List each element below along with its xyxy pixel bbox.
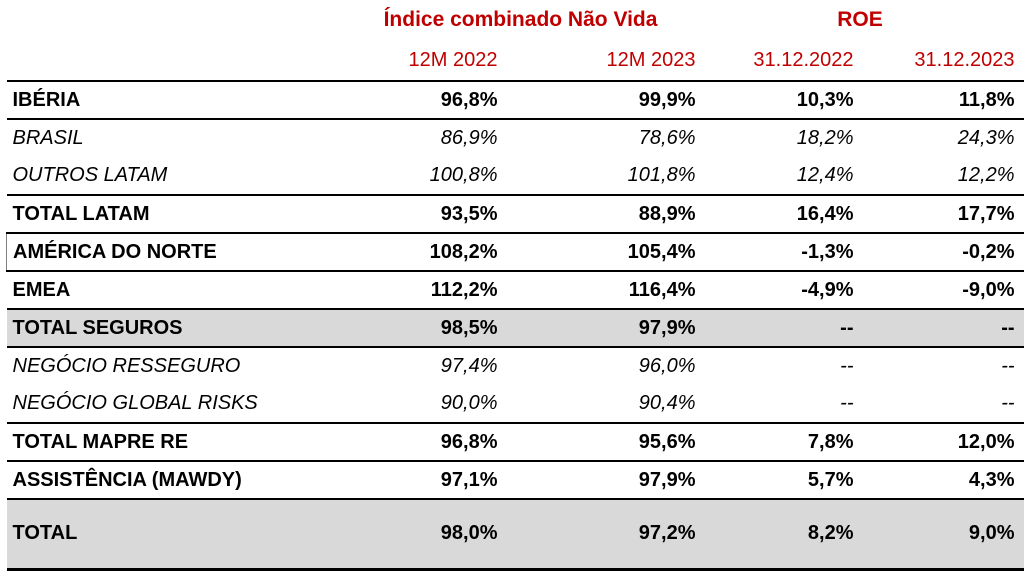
column-header-31-12-2022: 31.12.2022 [705, 40, 864, 82]
table-row: OUTROS LATAM 100,8% 101,8% 12,4% 12,2% [6, 157, 1024, 196]
cell-value: 97,9% [507, 309, 706, 348]
row-label: EMEA [6, 271, 346, 310]
table-row: AMÉRICA DO NORTE 108,2% 105,4% -1,3% -0,2% [6, 232, 1024, 272]
cell-value: 88,9% [507, 195, 706, 234]
cell-value: -- [1001, 355, 1015, 377]
table-row: ASSISTÊNCIA (MAWDY) 97,1% 97,9% 5,7% 4,3% [6, 461, 1024, 500]
cell-value: 78,6% [638, 127, 696, 149]
table-row: EMEA 112,2% 116,4% -4,9% -9,0% [6, 271, 1024, 310]
column-header-row: 12M 2022 12M 2023 31.12.2022 31.12.2023 [6, 40, 1024, 82]
cell-value: -- [863, 385, 1024, 424]
cell-value: 9,0% [863, 499, 1024, 571]
row-label: OUTROS LATAM [6, 157, 346, 196]
cell-value: 12,2% [863, 157, 1024, 196]
cell-value: 116,4% [507, 271, 706, 310]
cell-value: 108,2% [345, 232, 508, 272]
row-label: TOTAL MAPRE RE [6, 423, 346, 462]
cell-value: 97,2% [507, 499, 706, 571]
row-label: ASSISTÊNCIA (MAWDY) [6, 461, 346, 500]
cell-value: -- [705, 309, 864, 348]
cell-value: 100,8% [345, 157, 508, 196]
row-label: BRASIL [12, 127, 84, 149]
table-row: TOTAL MAPRE RE 96,8% 95,6% 7,8% 12,0% [6, 423, 1024, 462]
row-label: AMÉRICA DO NORTE [6, 232, 346, 272]
empty-label-header [6, 40, 346, 82]
table-row: TOTAL SEGUROS 98,5% 97,9% -- -- [6, 309, 1024, 348]
cell-value: 101,8% [507, 157, 706, 196]
table-body: IBÉRIA 96,8% 99,9% 10,3% 11,8% BRASIL 86,9% 78,… [6, 81, 1024, 571]
cell-value: 95,6% [507, 423, 706, 462]
cell-value: 18,2% [796, 127, 854, 149]
cell-value: -4,9% [705, 271, 864, 310]
cell-value: 7,8% [705, 423, 864, 462]
cell-value: 4,3% [863, 461, 1024, 500]
table-header: Índice combinado Não Vida ROE 12M 2022 1… [6, 0, 1024, 82]
row-label: TOTAL [6, 499, 346, 571]
row-label: NEGÓCIO RESSEGURO [12, 355, 241, 377]
cell-value: 105,4% [507, 232, 706, 272]
cell-value: 93,5% [345, 195, 508, 234]
cell-value: 96,8% [345, 423, 508, 462]
cell-value: 97,1% [345, 461, 508, 500]
table-row: IBÉRIA 96,8% 99,9% 10,3% 11,8% [6, 81, 1024, 120]
empty-corner-cell [7, 0, 346, 40]
group-header-combined-ratio: Índice combinado Não Vida [383, 8, 658, 31]
cell-value: 97,4% [440, 355, 498, 377]
table-row: NEGÓCIO RESSEGURO 97,4% 96,0% -- -- [7, 347, 1024, 385]
cell-value: 24,3% [957, 127, 1015, 149]
cell-value: -9,0% [863, 271, 1024, 310]
cell-value: 97,9% [507, 461, 706, 500]
cell-value: 12,0% [863, 423, 1024, 462]
cell-value: 98,5% [345, 309, 508, 348]
table-row: NEGÓCIO GLOBAL RISKS 90,0% 90,4% -- -- [6, 385, 1024, 424]
cell-value: 17,7% [863, 195, 1024, 234]
table-row: BRASIL 86,9% 78,6% 18,2% 24,3% [7, 119, 1024, 157]
cell-value: 90,0% [345, 385, 508, 424]
table-row: TOTAL 98,0% 97,2% 8,2% 9,0% [6, 499, 1024, 571]
cell-value: 10,3% [705, 81, 864, 120]
cell-value: -0,2% [863, 232, 1024, 272]
cell-value: 5,7% [705, 461, 864, 500]
cell-value: 96,0% [638, 355, 696, 377]
column-header-12m-2023: 12M 2023 [507, 40, 706, 82]
group-header-roe: ROE [837, 8, 883, 31]
cell-value: 8,2% [705, 499, 864, 571]
cell-value: 86,9% [440, 127, 498, 149]
cell-value: 96,8% [345, 81, 508, 120]
cell-value: 112,2% [345, 271, 508, 310]
combined-ratio-roe-table: Índice combinado Não Vida ROE 12M 2022 1… [6, 0, 1024, 571]
row-label: TOTAL SEGUROS [6, 309, 346, 348]
cell-value: -- [840, 355, 854, 377]
cell-value: 90,4% [507, 385, 706, 424]
cell-value: 99,9% [507, 81, 706, 120]
column-header-12m-2022: 12M 2022 [345, 40, 508, 82]
row-label: IBÉRIA [6, 81, 346, 120]
cell-value: 16,4% [705, 195, 864, 234]
cell-value: 98,0% [345, 499, 508, 571]
row-label: TOTAL LATAM [6, 195, 346, 234]
cell-value: 12,4% [705, 157, 864, 196]
cell-value: -- [863, 309, 1024, 348]
group-header-row: Índice combinado Não Vida ROE [7, 0, 1024, 40]
row-label: NEGÓCIO GLOBAL RISKS [6, 385, 346, 424]
table-row: TOTAL LATAM 93,5% 88,9% 16,4% 17,7% [6, 195, 1024, 234]
cell-value: -- [705, 385, 864, 424]
cell-value: 11,8% [863, 81, 1024, 120]
column-header-31-12-2023: 31.12.2023 [863, 40, 1024, 82]
cell-value: -1,3% [705, 232, 864, 272]
